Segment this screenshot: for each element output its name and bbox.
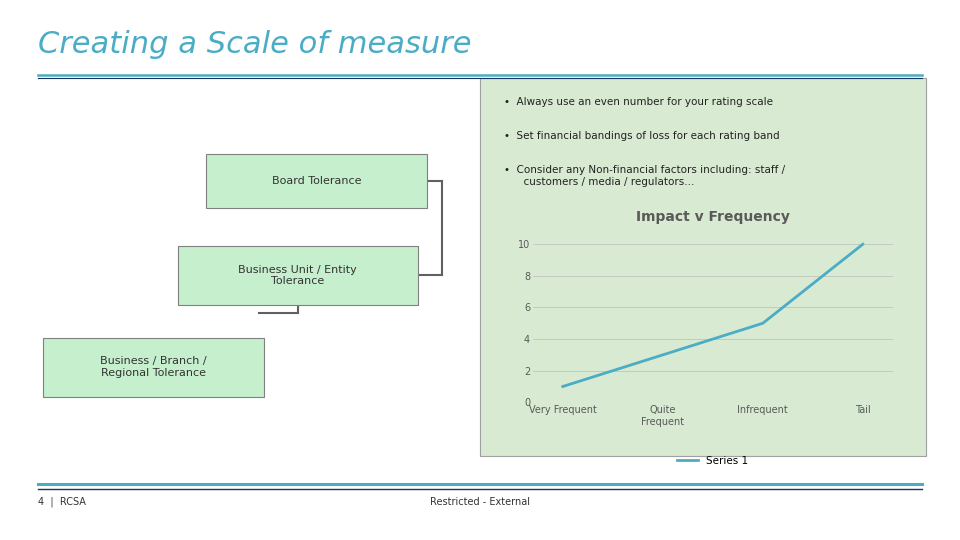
FancyBboxPatch shape [480, 78, 926, 456]
Text: •  Set financial bandings of loss for each rating band: • Set financial bandings of loss for eac… [504, 131, 780, 141]
FancyBboxPatch shape [206, 154, 427, 208]
Title: Impact v Frequency: Impact v Frequency [636, 211, 790, 225]
Legend: Series 1: Series 1 [673, 452, 753, 470]
Text: Board Tolerance: Board Tolerance [272, 176, 362, 186]
FancyBboxPatch shape [178, 246, 418, 305]
Text: 4  |  RCSA: 4 | RCSA [38, 497, 86, 507]
Text: •  Consider any Non-financial factors including: staff /
      customers / media: • Consider any Non-financial factors inc… [504, 165, 785, 187]
FancyBboxPatch shape [43, 338, 264, 397]
Text: Restricted - External: Restricted - External [430, 497, 530, 507]
Text: Business Unit / Entity
Tolerance: Business Unit / Entity Tolerance [238, 265, 357, 286]
Text: Creating a Scale of measure: Creating a Scale of measure [38, 30, 472, 59]
Text: Business / Branch /
Regional Tolerance: Business / Branch / Regional Tolerance [100, 356, 207, 378]
Text: •  Always use an even number for your rating scale: • Always use an even number for your rat… [504, 97, 773, 107]
